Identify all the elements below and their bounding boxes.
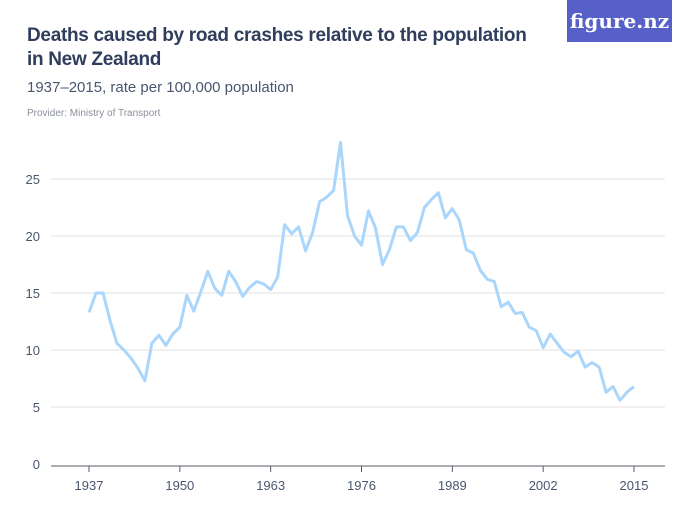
y-tick-label: 15 <box>26 286 40 301</box>
x-tick-label: 1937 <box>75 478 104 493</box>
y-tick-label: 0 <box>33 457 40 472</box>
provider-label: Provider: Ministry of Transport <box>27 108 161 119</box>
y-tick-label: 5 <box>33 400 40 415</box>
x-tick-label: 1950 <box>165 478 194 493</box>
chart-subtitle: 1937–2015, rate per 100,000 population <box>27 79 294 96</box>
x-tick-label: 1976 <box>347 478 376 493</box>
y-tick-label: 25 <box>26 172 40 187</box>
figure-nz-logo[interactable]: figure.nz <box>567 0 672 42</box>
x-tick-label: 2002 <box>529 478 558 493</box>
x-tick-label: 1963 <box>256 478 285 493</box>
x-tick-label: 2015 <box>620 478 649 493</box>
series-line <box>87 141 635 402</box>
y-tick-label: 20 <box>26 229 40 244</box>
x-tick-label: 1989 <box>438 478 467 493</box>
y-tick-label: 10 <box>26 343 40 358</box>
chart-title: Deaths caused by road crashes relative t… <box>27 25 527 70</box>
